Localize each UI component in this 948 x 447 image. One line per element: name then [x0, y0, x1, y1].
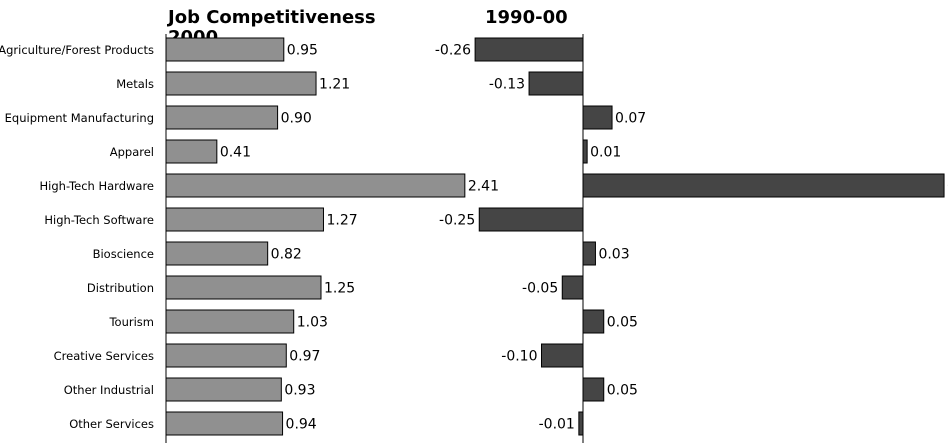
panel1-bar [166, 242, 268, 265]
panel2-bar [583, 310, 604, 333]
panel2-bar [562, 276, 583, 299]
panel2-bar [542, 344, 584, 367]
panel1-data-label: 2.41 [468, 179, 499, 195]
panel1-bar [166, 72, 316, 95]
panel2-bar [583, 140, 587, 163]
panel2-bar [583, 242, 595, 265]
category-label: Creative Services [54, 349, 154, 363]
category-label: Agriculture/Forest Products [0, 43, 154, 57]
panel1-bar [166, 378, 281, 401]
category-label: Equipment Manufacturing [5, 111, 154, 125]
panel2-data-label: 0.03 [598, 247, 629, 263]
panel2-bar [583, 174, 944, 197]
panel1-data-label: 0.94 [286, 417, 317, 433]
panel1-data-label: 1.25 [324, 281, 355, 297]
panel2-data-label: -0.25 [439, 213, 475, 229]
panel1-bar [166, 140, 217, 163]
panel1-data-label: 1.27 [326, 213, 357, 229]
panel1-data-label: 0.97 [289, 349, 320, 365]
category-label: Apparel [110, 145, 154, 159]
category-label: Other Services [69, 417, 154, 431]
panel1-data-label: 0.41 [220, 145, 251, 161]
panel2-data-label: 0.01 [590, 145, 621, 161]
category-label: Metals [116, 77, 154, 91]
panel2-data-label: -0.26 [435, 43, 471, 59]
panel1-data-label: 0.93 [284, 383, 315, 399]
panel2-bar [579, 412, 583, 435]
category-label: Tourism [108, 315, 154, 329]
panel1-bar [166, 412, 283, 435]
panel1-data-label: 0.82 [271, 247, 302, 263]
panel1-bar [166, 106, 278, 129]
panel2-data-label: -0.05 [522, 281, 558, 297]
panel1-data-label: 1.21 [319, 77, 350, 93]
category-label: Other Industrial [64, 383, 154, 397]
panel2-bar [583, 378, 604, 401]
panel1-bar [166, 208, 323, 231]
panel1-bar [166, 344, 286, 367]
panel2-data-label: 0.07 [615, 111, 646, 127]
panel2-data-label: 0.05 [607, 383, 638, 399]
panel2-data-label: -0.13 [489, 77, 525, 93]
panel1-bar [166, 276, 321, 299]
panel1-data-label: 0.95 [287, 43, 318, 59]
panel2-data-label: 0.05 [607, 315, 638, 331]
category-label: Bioscience [93, 247, 154, 261]
panel2-bar [583, 106, 612, 129]
panel2-bar [479, 208, 583, 231]
panel2-data-label: -0.10 [501, 349, 537, 365]
panel1-bar [166, 38, 284, 61]
panel2-bar [475, 38, 583, 61]
panel2-bar [529, 72, 583, 95]
panel1-bar [166, 174, 465, 197]
panel1-data-label: 0.90 [281, 111, 312, 127]
category-label: High-Tech Hardware [40, 179, 154, 193]
panel1-data-label: 1.03 [297, 315, 328, 331]
category-label: High-Tech Software [44, 213, 154, 227]
panel2-data-label: -0.01 [539, 417, 575, 433]
category-label: Distribution [87, 281, 154, 295]
panel1-bar [166, 310, 294, 333]
